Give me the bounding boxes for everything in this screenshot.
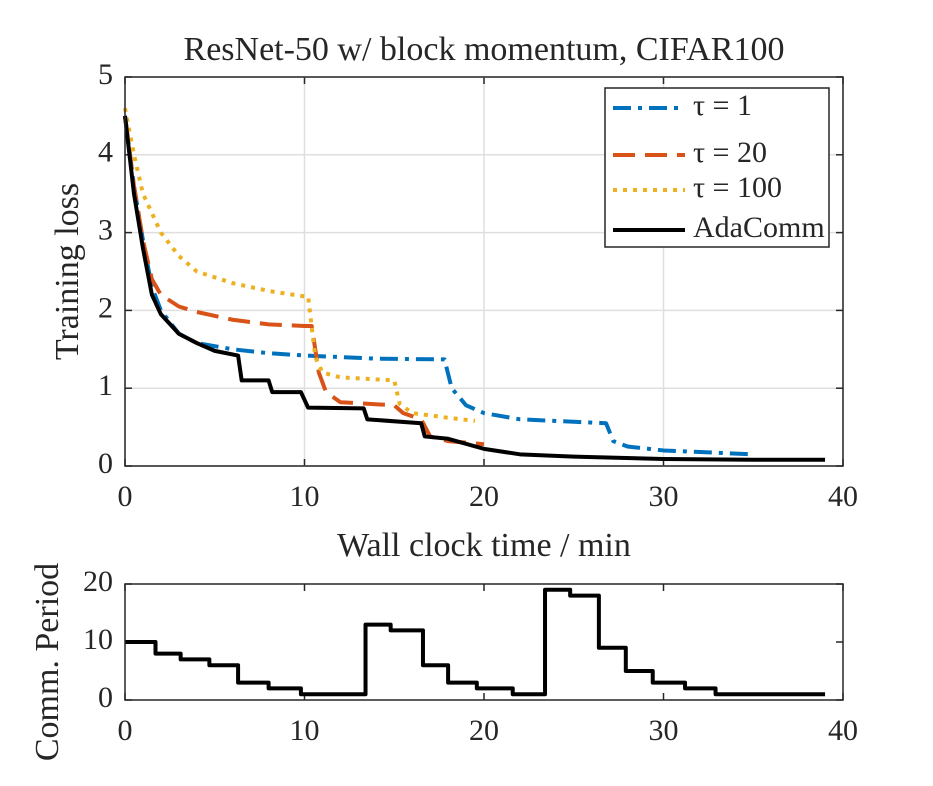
x-tick-label: 40 bbox=[828, 714, 858, 747]
x-tick-label: 30 bbox=[649, 714, 679, 747]
series-line bbox=[123, 115, 826, 462]
plot-area bbox=[125, 584, 843, 700]
y-tick-label: 0 bbox=[98, 681, 113, 714]
chart-panel: 0 10 20 30 40 0 10 20 Comm. Period bbox=[29, 563, 858, 761]
y-tick-label: 0 bbox=[98, 447, 113, 480]
y-tick-label: 20 bbox=[83, 565, 113, 598]
y-tick-label: 1 bbox=[98, 369, 113, 402]
y-tick-label: 10 bbox=[83, 623, 113, 656]
x-tick-label: 0 bbox=[118, 714, 133, 747]
series-line bbox=[123, 115, 754, 457]
x-tick-label: 20 bbox=[469, 480, 499, 513]
x-axis-label: Wall clock time / min bbox=[337, 527, 631, 564]
x-tick-label: 40 bbox=[828, 480, 858, 513]
x-tick-label: 30 bbox=[649, 480, 679, 513]
series-line bbox=[123, 115, 485, 447]
axes-box bbox=[124, 76, 844, 467]
chart-title: ResNet-50 w/ block momentum, CIFAR100 bbox=[184, 31, 785, 68]
y-tick-label: 4 bbox=[98, 136, 113, 169]
chart-panel: 0 10 20 30 40 0 1 2 3 4 5 ResNet-50 w/ block moment… bbox=[49, 31, 858, 564]
legend-label: τ = 20 bbox=[693, 136, 767, 169]
x-tick-label: 10 bbox=[290, 714, 320, 747]
legend-label: τ = 1 bbox=[693, 89, 752, 122]
series-line bbox=[125, 587, 826, 697]
y-axis-label: Comm. Period bbox=[29, 563, 66, 761]
legend: τ = 1 τ = 20τ = 100 AdaComm bbox=[604, 87, 830, 248]
y-axis-label: Training loss bbox=[49, 183, 86, 360]
legend-label: τ = 100 bbox=[693, 171, 782, 204]
x-tick-label: 10 bbox=[290, 480, 320, 513]
y-tick-label: 3 bbox=[98, 213, 113, 246]
legend-box bbox=[604, 87, 830, 248]
x-tick-label: 20 bbox=[469, 714, 499, 747]
y-tick-label: 2 bbox=[98, 291, 113, 324]
y-tick-label: 5 bbox=[98, 58, 113, 91]
series-line bbox=[123, 107, 476, 423]
legend-label: AdaComm bbox=[693, 211, 825, 244]
axes-box bbox=[124, 583, 844, 701]
x-tick-label: 0 bbox=[118, 480, 133, 513]
